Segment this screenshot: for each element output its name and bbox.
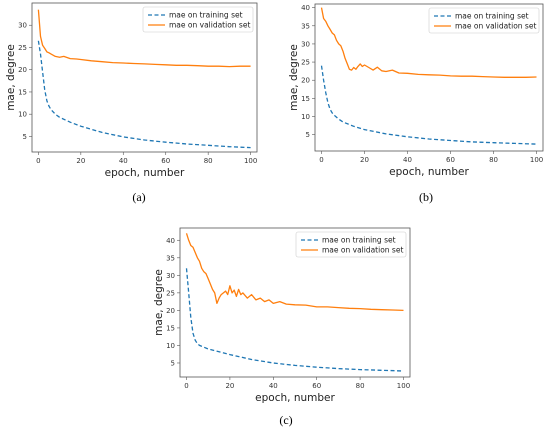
- x-tick-label: 100: [244, 157, 257, 165]
- legend-entry: mae on training set: [322, 236, 396, 245]
- legend-entry: mae on validation set: [455, 22, 536, 31]
- panel-caption: (a): [132, 190, 145, 204]
- legend-entry: mae on training set: [455, 12, 529, 21]
- x-axis-label: epoch, number: [105, 167, 185, 179]
- plot-frame: [31, 2, 258, 153]
- chart-panel-2: 0 20 40 60 80 100 5 10 15 20 25 30 35 40 epoch, number…: [288, 3, 544, 204]
- y-axis-label: mae, degree: [153, 269, 165, 336]
- series-line-validation: [320, 7, 537, 78]
- x-tick-label: 0: [36, 157, 40, 165]
- y-tick-label: 35: [166, 254, 175, 262]
- y-tick-label: 10: [18, 111, 27, 119]
- y-tick-label: 15: [18, 88, 27, 96]
- y-tick-label: 5: [23, 133, 27, 141]
- plot-frame: [179, 227, 411, 378]
- y-tick-label: 30: [166, 272, 175, 280]
- y-tick-label: 40: [301, 4, 310, 12]
- y-tick-label: 30: [301, 40, 310, 48]
- legend-entry: mae on training set: [169, 11, 243, 20]
- y-tick-label: 5: [306, 131, 310, 139]
- x-tick-label: 60: [312, 382, 321, 390]
- x-tick-label: 40: [403, 156, 412, 164]
- y-tick-label: 40: [166, 237, 175, 245]
- series-line-training: [37, 40, 251, 149]
- y-tick-label: 30: [18, 22, 27, 30]
- y-tick-label: 10: [166, 342, 175, 350]
- y-tick-label: 25: [18, 44, 27, 52]
- x-tick-label: 80: [204, 157, 213, 165]
- legend-entry: mae on validation set: [169, 21, 250, 30]
- y-tick-label: 15: [301, 95, 310, 103]
- x-tick-label: 80: [356, 382, 365, 390]
- y-tick-label: 25: [166, 289, 175, 297]
- x-tick-label: 20: [225, 382, 234, 390]
- x-tick-label: 0: [319, 156, 323, 164]
- y-tick-label: 20: [18, 66, 27, 74]
- y-axis-label: mae, degree: [5, 44, 17, 111]
- x-tick-label: 40: [269, 382, 278, 390]
- y-tick-label: 20: [166, 307, 175, 315]
- series-line-training: [320, 65, 537, 145]
- legend: [142, 6, 254, 33]
- legend: [428, 7, 540, 34]
- plot-frame: [314, 3, 544, 152]
- x-tick-label: 100: [397, 382, 410, 390]
- panel-caption: (b): [419, 190, 433, 204]
- x-tick-label: 80: [489, 156, 498, 164]
- panel-caption: (c): [279, 413, 292, 427]
- y-tick-label: 25: [301, 59, 310, 67]
- x-axis-label: epoch, number: [389, 166, 469, 178]
- x-tick-label: 60: [446, 156, 455, 164]
- x-tick-label: 40: [119, 157, 128, 165]
- y-tick-label: 5: [171, 359, 175, 367]
- series-line-validation: [185, 233, 404, 312]
- y-tick-label: 35: [301, 22, 310, 30]
- y-axis-label: mae, degree: [288, 44, 300, 111]
- series-line-validation: [37, 9, 251, 68]
- x-tick-label: 20: [76, 157, 85, 165]
- x-tick-label: 20: [360, 156, 369, 164]
- chart-panel-3: 0 20 40 60 80 100 5 10 15 20 25 30 35 40 epoch, number…: [153, 227, 411, 427]
- chart-panel-1: 0 20 40 60 80 100 5 10 15 20 25 30 epoch, number mae,…: [5, 2, 258, 204]
- x-axis-label: epoch, number: [255, 392, 335, 404]
- x-tick-label: 100: [530, 156, 543, 164]
- y-tick-label: 10: [301, 113, 310, 121]
- legend: [295, 231, 407, 258]
- y-tick-label: 20: [301, 77, 310, 85]
- x-tick-label: 0: [184, 382, 188, 390]
- x-tick-label: 60: [161, 157, 170, 165]
- y-tick-label: 15: [166, 324, 175, 332]
- series-line-training: [185, 268, 404, 372]
- legend-entry: mae on validation set: [322, 246, 403, 255]
